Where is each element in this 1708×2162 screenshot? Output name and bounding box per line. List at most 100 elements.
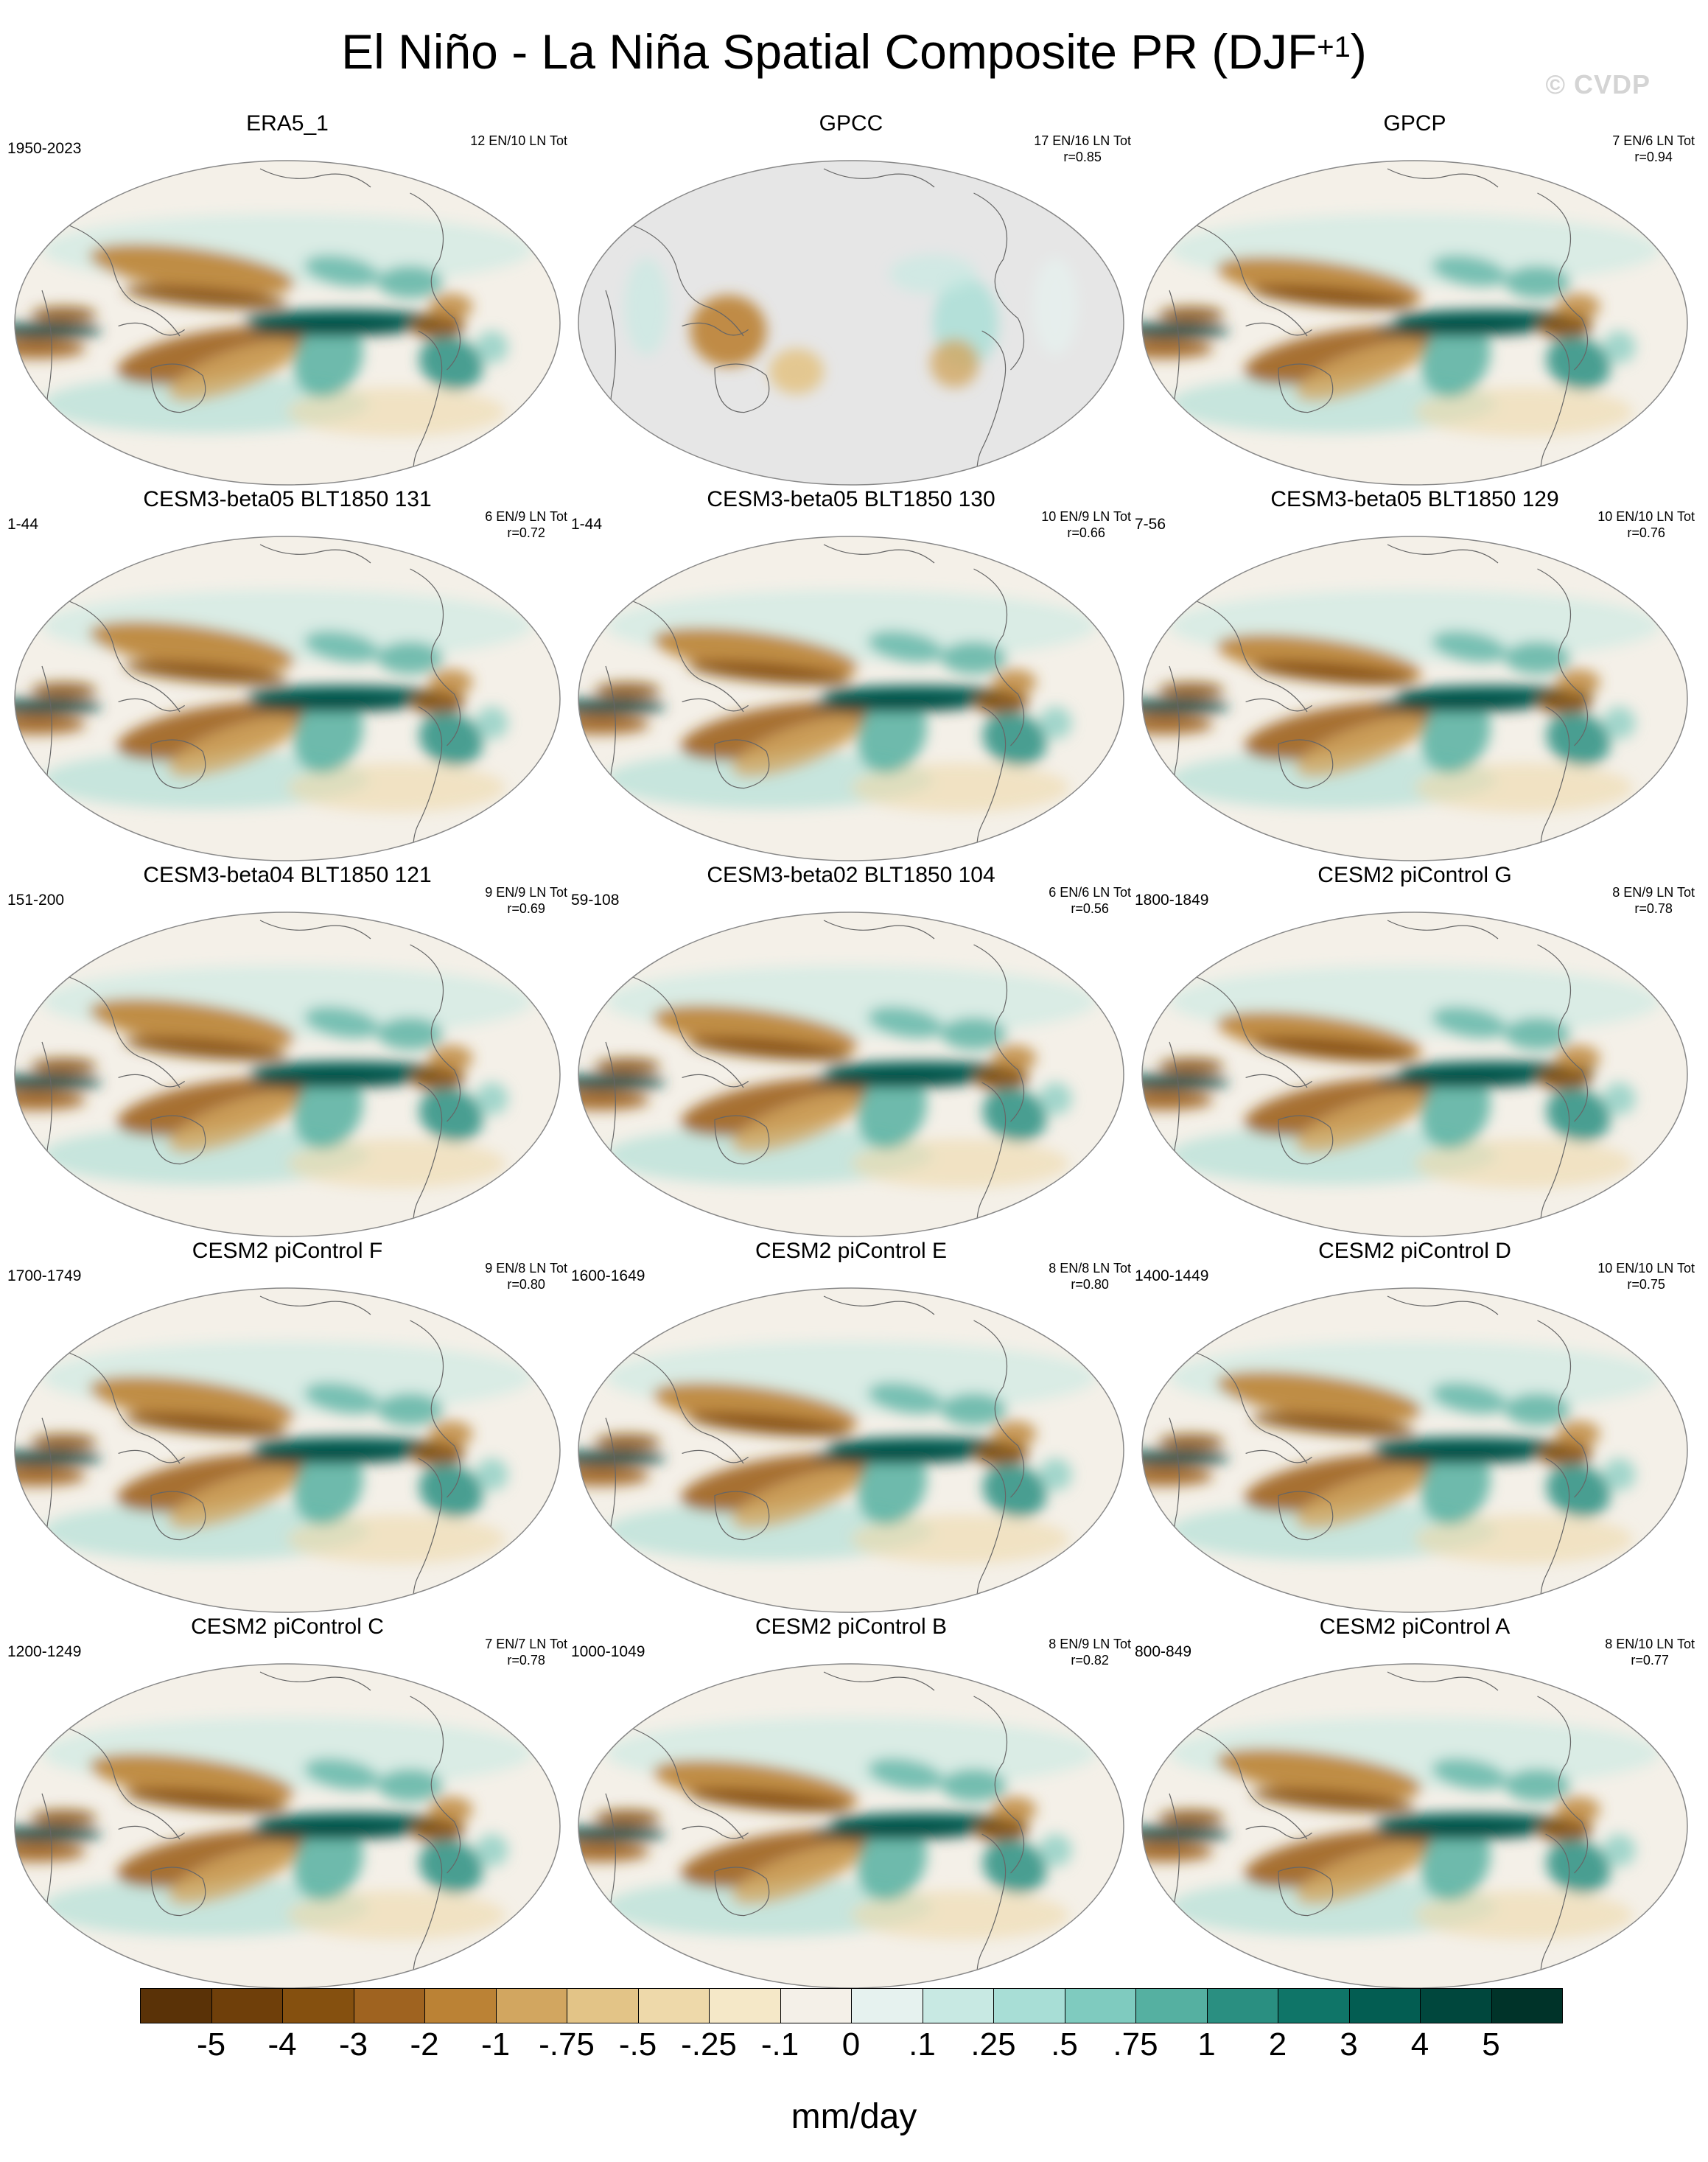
panel-14: CESM2 piControl B 1000-1049 8 EN/9 LN Tot r…: [571, 1614, 1131, 1989]
coastline: [1245, 1825, 1312, 1839]
coastline: [1540, 330, 1570, 485]
anomaly-region: [1295, 1844, 1425, 1905]
coastline: [1540, 1082, 1570, 1236]
anomaly-region: [1142, 1842, 1214, 1862]
anomaly-region: [89, 998, 295, 1050]
colorbar-label: .25: [970, 2026, 1016, 2063]
coastline: [632, 976, 744, 1088]
panel-event-count: 9 EN/8 LN Tot r=0.80: [485, 1260, 567, 1292]
pattern-correlation: r=0.94: [1634, 150, 1673, 164]
anomaly-region: [246, 323, 410, 336]
anomaly-region: [42, 374, 369, 433]
panel-years: 151-200: [7, 892, 65, 909]
panel-3: GPCP 7 EN/6 LN Tot r=0.94: [1135, 111, 1695, 486]
anomaly-region: [1142, 1450, 1230, 1466]
anomaly-region: [1217, 1371, 1422, 1422]
panel-event-count: 10 EN/10 LN Tot r=0.76: [1597, 508, 1695, 541]
map-10: [14, 1287, 561, 1613]
anomaly-region: [429, 669, 473, 696]
anomaly-region: [31, 682, 97, 699]
anomaly-region: [687, 660, 851, 685]
coastlines: [1169, 168, 1589, 485]
anomaly-region: [982, 1839, 1047, 1894]
anomaly-region: [769, 349, 824, 394]
anomaly-region: [732, 1469, 861, 1529]
anomaly-region: [1142, 1091, 1214, 1110]
event-count: 8 EN/9 LN Tot: [1612, 885, 1695, 900]
anomaly-region: [293, 1071, 363, 1149]
coastline: [150, 1867, 206, 1917]
anomaly-region: [419, 336, 483, 391]
coastline: [973, 568, 1025, 746]
anomaly-field: [578, 1717, 1096, 1939]
anomaly-region: [1431, 1382, 1508, 1415]
anomaly-region: [993, 669, 1037, 696]
coastline: [69, 976, 181, 1088]
panel-years: 7-56: [1135, 516, 1166, 533]
coastline: [714, 739, 770, 789]
anomaly-region: [1142, 339, 1214, 359]
coastline: [413, 1458, 443, 1612]
panel-years: 1800-1849: [1135, 892, 1209, 909]
anomaly-region: [1415, 388, 1633, 436]
panel-title: CESM2 piControl E: [755, 1239, 948, 1263]
anomaly-region: [1505, 1769, 1570, 1802]
coastline: [1278, 1115, 1334, 1165]
coastline: [1537, 1320, 1589, 1498]
coastline: [69, 1728, 181, 1840]
anomaly-region: [1603, 707, 1636, 739]
anomaly-region: [429, 293, 473, 320]
anomaly-region: [475, 1458, 508, 1491]
anomaly-field: [1142, 590, 1660, 812]
coastline: [1387, 168, 1499, 188]
coastline: [118, 1074, 185, 1088]
anomaly-region: [1556, 1045, 1600, 1071]
colorbar-box: [567, 1988, 639, 2023]
anomaly-region: [993, 1421, 1037, 1447]
anomaly-field: [1142, 965, 1660, 1188]
pattern-correlation: r=0.78: [507, 1653, 545, 1668]
anomaly-region: [982, 712, 1047, 766]
anomaly-region: [941, 642, 1007, 674]
pattern-correlation: r=0.76: [1627, 525, 1665, 540]
anomaly-region: [1244, 1453, 1433, 1512]
panel-years: 59-108: [571, 892, 620, 909]
anomaly-region: [1295, 1469, 1425, 1529]
anomaly-region: [31, 1810, 97, 1826]
colorbar-label: .5: [1051, 2026, 1078, 2063]
anomaly-region: [410, 1816, 465, 1842]
colorbar-box: [282, 1988, 354, 2023]
coastline: [714, 1115, 770, 1165]
map-3: [1141, 160, 1688, 486]
anomaly-region: [578, 1074, 666, 1091]
anomaly-region: [1373, 699, 1538, 712]
anomaly-region: [1431, 1758, 1508, 1791]
anomaly-region: [1251, 660, 1415, 685]
coastline: [823, 1295, 935, 1315]
anomaly-region: [475, 1834, 508, 1867]
anomaly-region: [31, 1058, 97, 1074]
panel-years: 1700-1749: [7, 1267, 82, 1284]
coastline: [150, 363, 206, 413]
anomaly-region: [578, 699, 666, 715]
figure-title: El Niño - La Niña Spatial Composite PR (…: [0, 22, 1708, 81]
anomaly-region: [304, 631, 380, 663]
coastline: [973, 1320, 1025, 1498]
colorbar-box: [140, 1988, 212, 2023]
anomaly-region: [680, 1453, 869, 1512]
anomaly-region: [1431, 255, 1508, 287]
anomaly-region: [578, 1450, 666, 1466]
colorbar-box: [709, 1988, 781, 2023]
coastline: [1245, 1074, 1312, 1088]
coastline: [632, 1352, 744, 1464]
anomaly-region: [1169, 750, 1497, 809]
anomaly-region: [1217, 1749, 1422, 1800]
anomaly-region: [732, 1844, 861, 1905]
colorbar-label: 5: [1482, 2026, 1500, 2063]
map-field: [578, 912, 1124, 1236]
colorbar-label: -.75: [539, 2026, 595, 2063]
colorbar-label: -2: [410, 2026, 439, 2063]
map-outline: [578, 912, 1124, 1237]
coastline: [973, 192, 1025, 371]
anomaly-region: [687, 1036, 851, 1061]
